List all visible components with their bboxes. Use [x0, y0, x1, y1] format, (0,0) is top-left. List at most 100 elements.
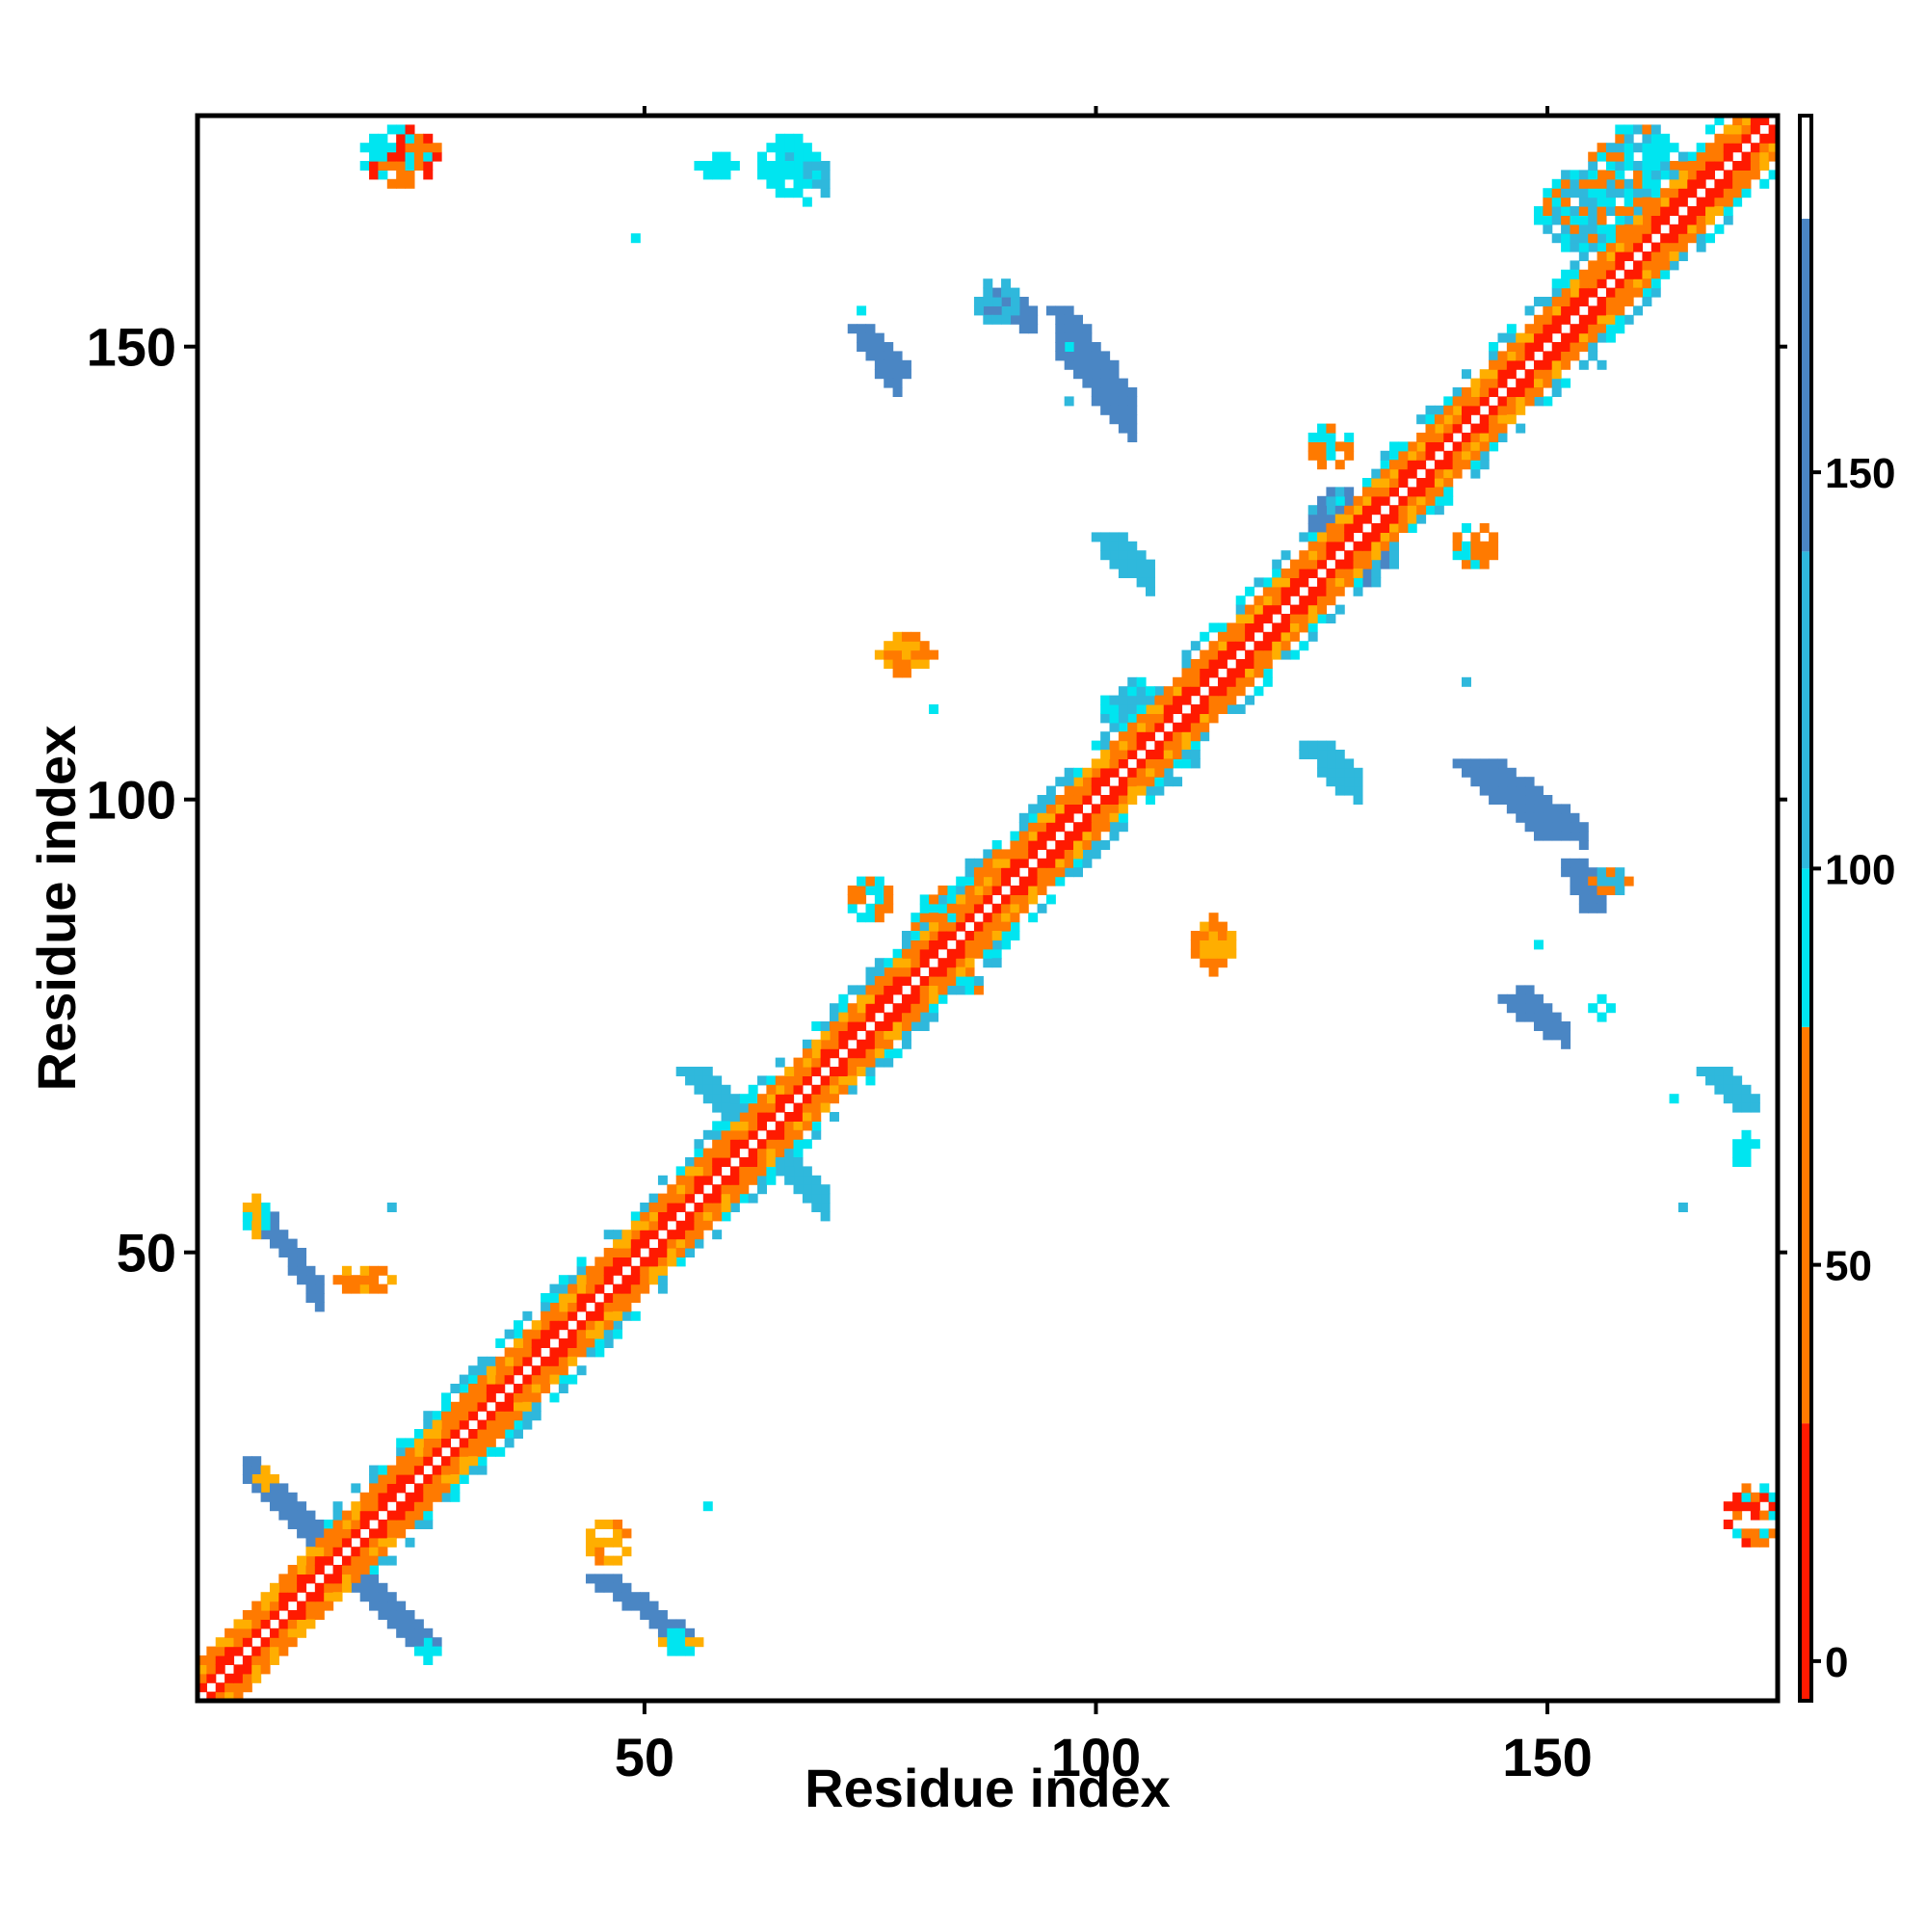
heatmap-cell — [297, 1528, 307, 1539]
heatmap-cell — [1705, 197, 1715, 207]
heatmap-cell — [1588, 161, 1598, 171]
heatmap-cell — [1588, 351, 1598, 361]
heatmap-cell — [504, 1411, 515, 1421]
heatmap-cell — [1551, 297, 1562, 306]
heatmap-cell — [1127, 722, 1138, 732]
heatmap-cell — [1759, 116, 1770, 125]
heatmap-cell — [1173, 676, 1183, 687]
heatmap-cell — [973, 886, 984, 895]
heatmap-cell — [1660, 151, 1671, 162]
heatmap-cell — [1633, 197, 1644, 207]
heatmap-cell — [1245, 676, 1255, 687]
heatmap-cell — [964, 976, 975, 986]
heatmap-cell — [1272, 586, 1282, 596]
colorbar-band — [1800, 868, 1811, 1027]
heatmap-cell — [748, 1094, 758, 1104]
heatmap-cell — [964, 867, 975, 878]
heatmap-cell — [1578, 342, 1589, 352]
heatmap-cell — [1452, 460, 1463, 470]
heatmap-cell — [1371, 559, 1382, 569]
heatmap-cell — [1723, 206, 1733, 216]
heatmap-cell — [1344, 532, 1355, 543]
heatmap-cell — [1533, 804, 1544, 814]
heatmap-cell — [423, 151, 434, 162]
heatmap-cell — [378, 1284, 388, 1294]
heatmap-cell — [911, 985, 921, 995]
heatmap-cell — [386, 124, 397, 135]
heatmap-cell — [1136, 704, 1147, 714]
heatmap-cell — [1398, 505, 1409, 516]
heatmap-cell — [1741, 133, 1752, 144]
heatmap-cell — [685, 1184, 696, 1195]
heatmap-cell — [1317, 505, 1328, 516]
heatmap-cell — [1100, 405, 1111, 415]
heatmap-cell — [1146, 777, 1155, 787]
heatmap-cell — [251, 1456, 262, 1467]
heatmap-cell — [811, 1084, 822, 1095]
heatmap-cell — [396, 151, 407, 162]
heatmap-cell — [648, 1619, 659, 1629]
heatmap-cell — [459, 1401, 469, 1412]
heatmap-cell — [1001, 278, 1012, 289]
heatmap-cell — [1597, 170, 1607, 180]
heatmap-cell — [314, 1537, 325, 1548]
heatmap-cell — [514, 1365, 523, 1376]
heatmap-cell — [396, 1619, 407, 1629]
heatmap-cell — [514, 1419, 523, 1430]
heatmap-cell — [929, 894, 939, 905]
heatmap-cell — [396, 133, 407, 144]
heatmap-cell — [1741, 1148, 1752, 1158]
heatmap-cell — [1307, 750, 1318, 759]
heatmap-cell — [1100, 396, 1111, 407]
heatmap-cell — [1127, 433, 1138, 442]
heatmap-cell — [694, 1238, 704, 1249]
heatmap-cell — [1677, 224, 1688, 234]
heatmap-cell — [405, 1492, 415, 1502]
heatmap-cell — [1073, 831, 1083, 841]
heatmap-cell — [585, 1320, 595, 1331]
heatmap-cell — [757, 1075, 767, 1086]
heatmap-cell — [901, 369, 911, 380]
heatmap-cell — [766, 170, 777, 180]
heatmap-cell — [1245, 586, 1255, 596]
heatmap-cell — [613, 1592, 623, 1602]
heatmap-cell — [1127, 777, 1138, 787]
heatmap-cell — [1615, 133, 1625, 144]
heatmap-cell — [1489, 441, 1499, 452]
heatmap-cell — [1344, 777, 1355, 787]
heatmap-cell — [558, 1338, 568, 1348]
heatmap-cell — [721, 1193, 731, 1204]
heatmap-cell — [1173, 695, 1183, 705]
heatmap-cell — [251, 1220, 262, 1231]
heatmap-cell — [702, 1157, 713, 1167]
heatmap-cell — [1605, 876, 1616, 887]
heatmap-cell — [1597, 297, 1607, 306]
heatmap-cell — [332, 1574, 343, 1584]
heatmap-cell — [359, 1284, 370, 1294]
heatmap-cell — [450, 1401, 461, 1412]
heatmap-cell — [260, 1610, 271, 1620]
heatmap-cell — [351, 1565, 361, 1575]
heatmap-cell — [1371, 550, 1382, 561]
heatmap-cell — [892, 985, 903, 995]
heatmap-cell — [1064, 305, 1074, 316]
heatmap-cell — [1588, 170, 1598, 180]
heatmap-cell — [964, 894, 975, 905]
heatmap-cell — [657, 1265, 668, 1276]
heatmap-cell — [405, 1510, 415, 1521]
heatmap-cell — [1570, 886, 1580, 895]
heatmap-cell — [1650, 251, 1661, 261]
heatmap-cell — [242, 1637, 252, 1648]
heatmap-cell — [423, 161, 434, 171]
heatmap-cell — [775, 133, 785, 144]
heatmap-cell — [1109, 740, 1120, 751]
heatmap-cell — [1696, 224, 1706, 234]
heatmap-cell — [1173, 750, 1183, 759]
heatmap-cell — [413, 1429, 424, 1439]
heatmap-cell — [1660, 197, 1671, 207]
heatmap-cell — [423, 1429, 434, 1439]
heatmap-cell — [378, 1265, 388, 1276]
heatmap-cell — [1543, 224, 1553, 234]
heatmap-cell — [884, 886, 894, 895]
heatmap-cell — [657, 1275, 668, 1285]
